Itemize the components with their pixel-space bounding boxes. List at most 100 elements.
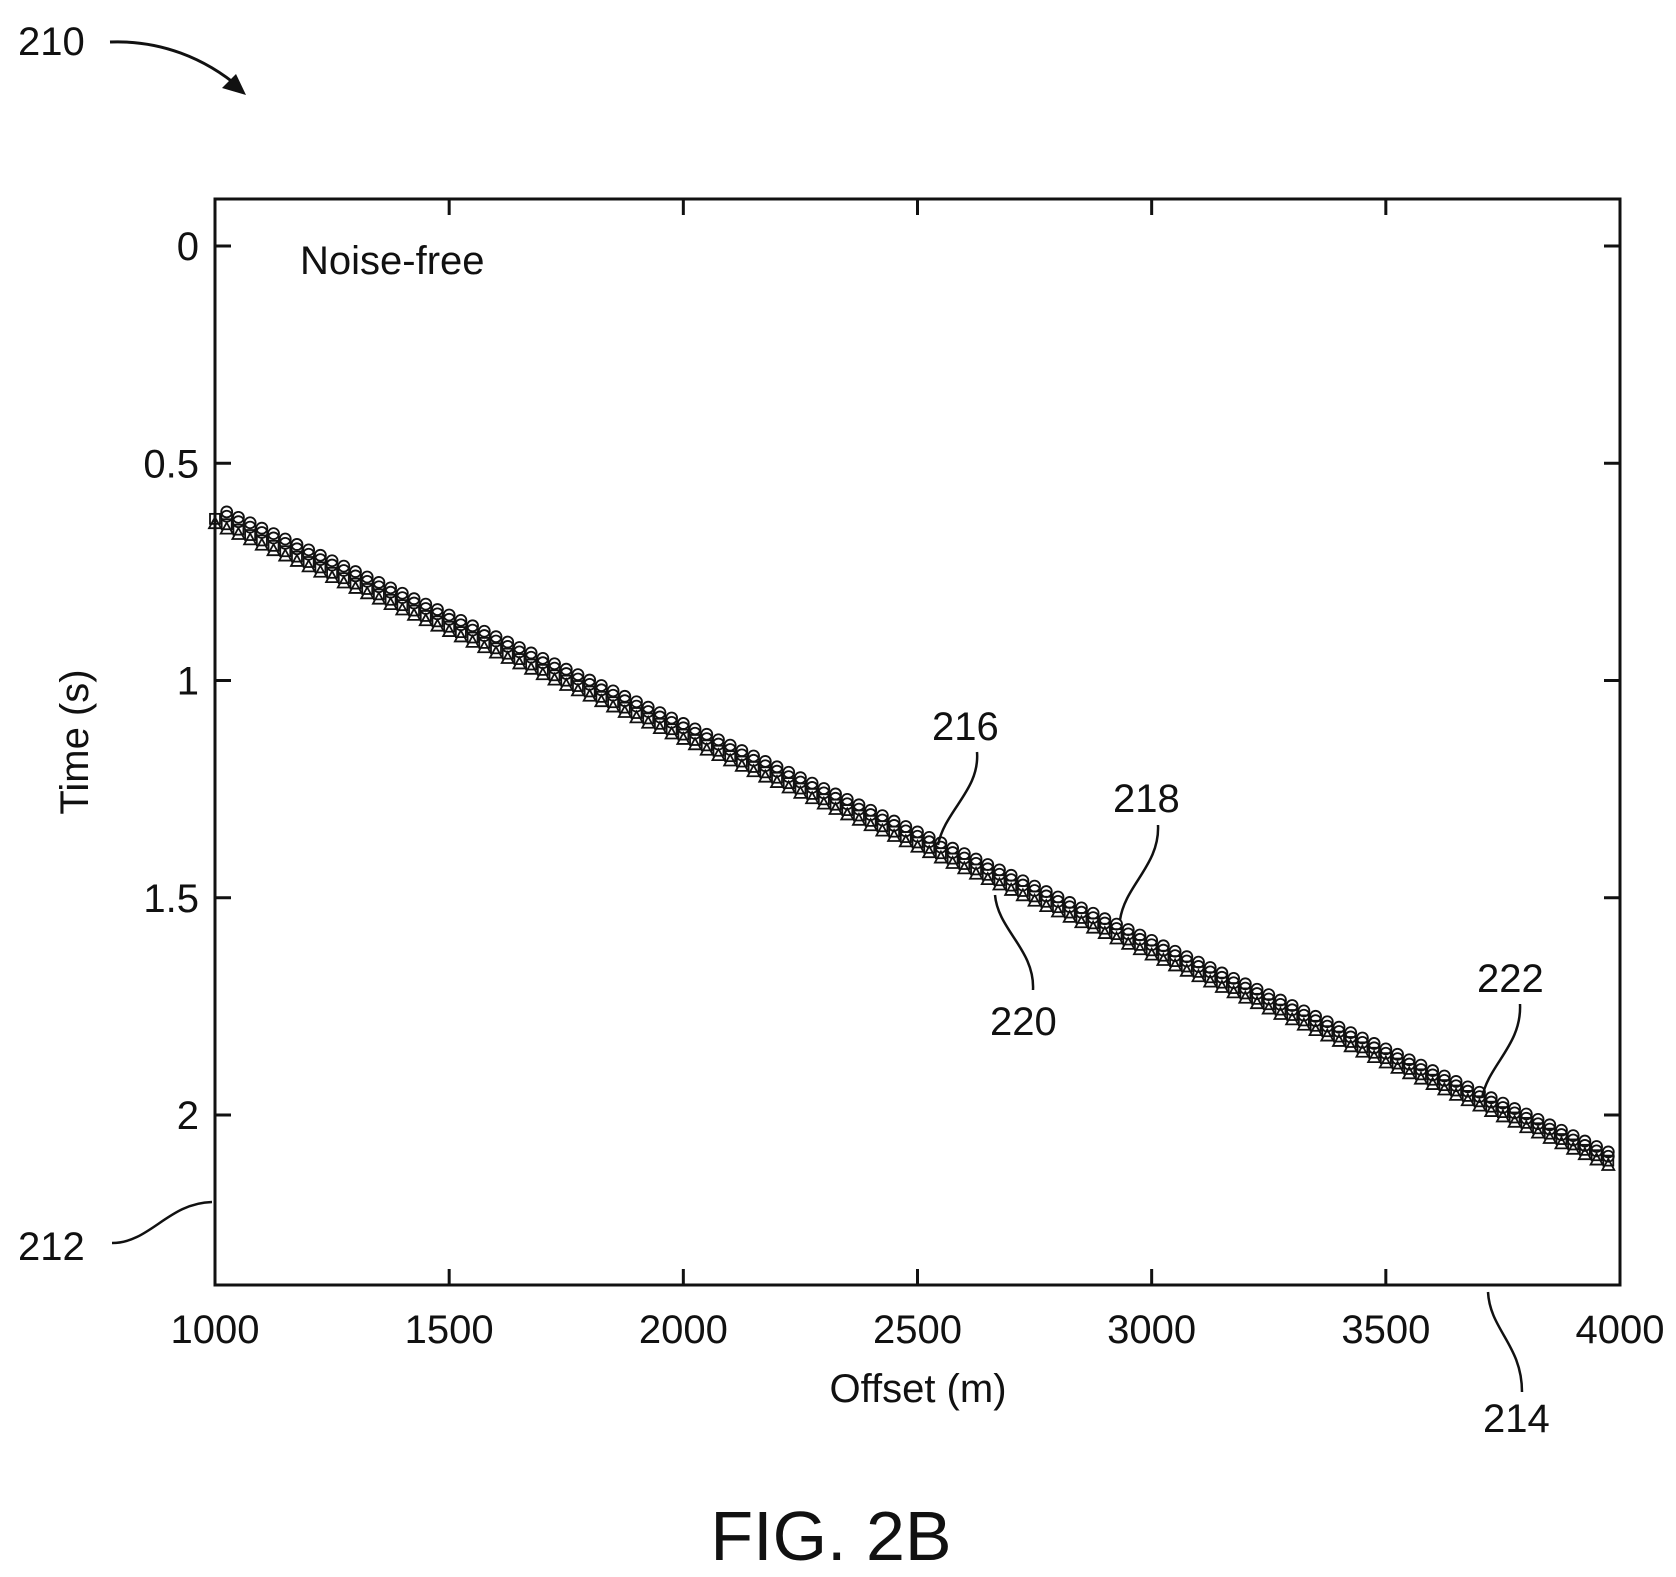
- data-point-square: [220, 518, 233, 531]
- data-point-square: [677, 728, 690, 741]
- data-point-triangle: [1378, 1054, 1394, 1069]
- data-point-square: [255, 534, 268, 547]
- data-point-triangle: [593, 693, 609, 708]
- data-point-square: [373, 588, 385, 601]
- x-tick-label: 2500: [873, 1308, 962, 1352]
- x-tick-label: 3500: [1341, 1308, 1430, 1352]
- data-point-triangle: [1226, 984, 1242, 999]
- data-point-square: [735, 755, 748, 768]
- data-point-triangle: [617, 704, 633, 718]
- data-point-square: [490, 642, 502, 655]
- data-point-triangle: [1343, 1038, 1359, 1053]
- series-ref-leader-218: [1118, 824, 1160, 921]
- data-point-square: [1063, 906, 1076, 919]
- data-point-triangle: [1331, 1033, 1347, 1047]
- data-point-square: [209, 512, 221, 525]
- series-triangle-3: [207, 515, 1616, 1171]
- data-point-triangle: [312, 563, 328, 578]
- data-point-triangle: [933, 849, 949, 864]
- data-point-square: [349, 577, 362, 590]
- y-tick-label: 0: [177, 225, 199, 269]
- data-point-square: [443, 620, 456, 633]
- x-tick-label: 1000: [171, 1308, 260, 1352]
- data-point-triangle: [851, 811, 867, 826]
- data-point-square: [1426, 1073, 1439, 1086]
- data-point-square: [1555, 1133, 1568, 1145]
- data-point-triangle: [1144, 946, 1160, 961]
- data-markers: [207, 505, 1616, 1171]
- data-point-triangle: [1401, 1065, 1417, 1080]
- data-point-triangle: [991, 876, 1007, 891]
- data-point-square: [853, 809, 865, 822]
- data-point-square: [935, 847, 947, 860]
- data-point-square: [712, 744, 725, 757]
- data-point-square: [1497, 1106, 1509, 1118]
- data-point-square: [911, 836, 924, 849]
- data-point-triangle: [547, 671, 563, 686]
- data-point-triangle: [792, 784, 808, 799]
- data-point-triangle: [1109, 930, 1125, 945]
- data-point-square: [1461, 1090, 1474, 1102]
- data-point-triangle: [1577, 1146, 1593, 1161]
- data-point-triangle: [1448, 1086, 1464, 1101]
- x-axis-tick-labels: 1000 1500 2000 2500 3000 3500 4000: [171, 1308, 1665, 1352]
- data-point-square: [864, 814, 877, 827]
- data-point-triangle: [418, 612, 434, 627]
- data-point-square: [279, 545, 292, 558]
- data-point-circle: [220, 505, 234, 519]
- data-point-square: [361, 583, 374, 595]
- figure-ref-arrowhead: [222, 74, 246, 95]
- data-point-square: [782, 777, 795, 790]
- data-point-triangle: [1553, 1135, 1569, 1150]
- data-point-triangle: [1261, 1000, 1277, 1015]
- data-point-square: [1134, 939, 1146, 951]
- data-point-square: [1520, 1116, 1533, 1129]
- data-point-triangle: [1308, 1022, 1324, 1037]
- y-tick-label: 0.5: [143, 442, 199, 486]
- data-point-triangle: [1542, 1130, 1558, 1144]
- series-ref-leader-222: [1480, 1003, 1522, 1099]
- data-point-triangle: [1471, 1097, 1488, 1112]
- series-ref-label-222: 222: [1477, 957, 1544, 1001]
- data-point-triangle: [1027, 892, 1043, 907]
- data-point-square: [572, 680, 584, 692]
- data-point-triangle: [769, 774, 785, 788]
- data-point-triangle: [266, 542, 282, 557]
- data-point-triangle: [628, 709, 645, 724]
- data-point-square: [302, 556, 315, 568]
- data-point-square: [888, 825, 900, 838]
- data-point-triangle: [1518, 1119, 1534, 1134]
- data-point-triangle: [839, 806, 855, 821]
- y-axis-ref-label: 212: [18, 1225, 85, 1269]
- data-point-triangle: [980, 871, 996, 886]
- data-point-square: [1391, 1057, 1404, 1070]
- series-ref-label-216: 216: [932, 705, 999, 749]
- data-point-square: [1473, 1095, 1486, 1108]
- data-point-triangle: [1296, 1016, 1312, 1031]
- series-ref-leader-220: [993, 894, 1035, 991]
- data-point-triangle: [1272, 1006, 1288, 1020]
- data-point-triangle: [1120, 935, 1136, 950]
- data-point-square: [583, 685, 596, 698]
- data-point-triangle: [664, 725, 680, 740]
- data-point-triangle: [535, 666, 551, 681]
- data-point-triangle: [1507, 1113, 1523, 1128]
- data-point-triangle: [699, 741, 715, 756]
- data-point-square: [1251, 992, 1263, 1005]
- data-point-square: [618, 701, 631, 714]
- data-point-square: [1110, 928, 1123, 941]
- data-point-triangle: [1062, 909, 1078, 923]
- data-point-triangle: [1050, 903, 1066, 918]
- x-tick-label: 4000: [1576, 1308, 1665, 1352]
- data-point-square: [384, 593, 397, 606]
- data-point-triangle: [968, 865, 984, 880]
- data-point-triangle: [1460, 1092, 1476, 1107]
- x-axis-title: Offset (m): [829, 1367, 1006, 1411]
- data-point-triangle: [710, 747, 726, 762]
- data-point-square: [607, 696, 619, 709]
- data-point-triangle: [570, 682, 586, 697]
- data-point-square: [841, 804, 854, 816]
- data-point-triangle: [1097, 925, 1113, 939]
- data-point-triangle: [1132, 941, 1148, 956]
- data-point-square: [993, 874, 1006, 887]
